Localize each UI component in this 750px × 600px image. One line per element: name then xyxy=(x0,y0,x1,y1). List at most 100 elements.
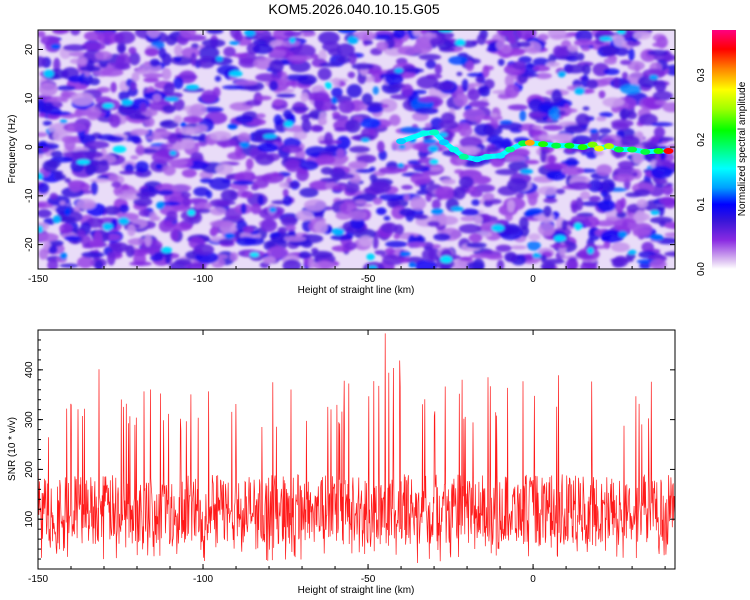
noise-blob xyxy=(654,80,667,93)
noise-blob xyxy=(174,44,183,57)
noise-blob xyxy=(232,53,249,58)
noise-blob xyxy=(234,171,257,183)
noise-blob xyxy=(79,84,88,90)
noise-blob xyxy=(197,56,216,69)
noise-blob xyxy=(347,71,356,79)
noise-hotspot xyxy=(38,225,44,233)
noise-blob xyxy=(254,175,273,181)
noise-blob xyxy=(38,132,48,138)
noise-blob xyxy=(255,30,266,33)
noise-blob xyxy=(270,232,281,238)
noise-blob xyxy=(76,198,97,210)
noise-blob xyxy=(427,220,440,227)
noise-blob xyxy=(515,192,525,199)
noise-blob xyxy=(229,252,239,262)
noise-blob xyxy=(170,184,192,192)
noise-blob xyxy=(596,116,607,122)
noise-blob xyxy=(144,47,159,57)
noise-blob xyxy=(528,233,541,241)
noise-blob xyxy=(615,199,624,214)
noise-hotspot xyxy=(43,69,54,78)
noise-blob xyxy=(559,45,570,57)
noise-blob xyxy=(397,45,420,56)
noise-blob xyxy=(266,246,289,259)
noise-blob xyxy=(390,83,406,89)
noise-blob xyxy=(614,47,629,56)
noise-blob xyxy=(284,74,309,81)
colorbar-tick-label: 0.2 xyxy=(696,132,707,146)
noise-blob xyxy=(507,178,528,192)
noise-blob xyxy=(64,207,71,216)
noise-blob xyxy=(526,241,541,251)
noise-blob xyxy=(545,61,560,68)
noise-hotspot xyxy=(224,232,235,239)
noise-blob xyxy=(601,44,618,57)
noise-blob xyxy=(401,83,414,97)
noise-blob xyxy=(129,261,152,267)
noise-blob xyxy=(619,108,630,120)
noise-blob xyxy=(170,228,179,241)
noise-blob xyxy=(162,104,176,114)
noise-blob xyxy=(38,232,59,242)
noise-blob xyxy=(459,176,474,189)
noise-blob xyxy=(255,95,272,101)
noise-blob xyxy=(348,210,367,221)
noise-blob xyxy=(519,110,527,122)
noise-blob xyxy=(476,33,487,45)
noise-blob xyxy=(299,187,319,198)
noise-blob xyxy=(399,126,423,134)
noise-hotspot xyxy=(553,235,567,242)
noise-hotspot xyxy=(112,145,127,153)
noise-blob xyxy=(431,199,441,210)
noise-blob xyxy=(38,248,49,260)
noise-blob xyxy=(378,193,403,201)
noise-blob xyxy=(537,186,560,196)
noise-hotspot xyxy=(331,97,338,105)
noise-blob xyxy=(272,171,279,178)
noise-blob xyxy=(290,106,310,111)
spectrogram-ylabel: Frequency (Hz) xyxy=(7,115,18,184)
noise-blob xyxy=(268,59,284,74)
noise-blob xyxy=(406,241,426,248)
noise-blob xyxy=(468,100,490,108)
noise-blob xyxy=(281,39,301,47)
noise-blob xyxy=(180,138,196,150)
signal-trace-point xyxy=(551,142,562,149)
noise-blob xyxy=(273,98,284,107)
noise-blob xyxy=(269,80,279,92)
noise-blob xyxy=(245,158,254,170)
noise-blob xyxy=(43,218,56,225)
noise-hotspot xyxy=(289,37,296,44)
noise-hotspot xyxy=(400,251,411,257)
noise-blob xyxy=(543,162,568,170)
noise-blob xyxy=(353,30,377,41)
noise-blob xyxy=(495,244,512,252)
noise-blob xyxy=(378,150,388,161)
noise-blob xyxy=(209,220,234,228)
noise-blob xyxy=(540,149,547,163)
noise-blob xyxy=(413,214,429,220)
noise-blob xyxy=(507,104,528,111)
noise-blob xyxy=(305,91,330,101)
noise-blob xyxy=(69,181,83,193)
noise-hotspot xyxy=(269,206,277,213)
noise-blob xyxy=(310,250,333,259)
noise-blob xyxy=(250,203,262,215)
noise-blob xyxy=(310,124,324,132)
noise-blob xyxy=(59,200,66,206)
noise-blob xyxy=(424,122,432,128)
signal-trace-point xyxy=(538,141,548,148)
noise-blob xyxy=(236,236,257,246)
noise-blob xyxy=(535,119,560,124)
noise-blob xyxy=(496,30,515,37)
noise-blob xyxy=(298,251,311,259)
signal-trace-point xyxy=(419,130,430,137)
noise-blob xyxy=(223,46,236,57)
noise-blob xyxy=(663,197,675,209)
noise-blob xyxy=(320,177,341,182)
spectrogram-frame xyxy=(37,29,676,270)
noise-blob xyxy=(330,105,338,111)
noise-blob xyxy=(59,223,73,235)
noise-blob xyxy=(152,93,162,103)
noise-blob xyxy=(631,222,653,235)
